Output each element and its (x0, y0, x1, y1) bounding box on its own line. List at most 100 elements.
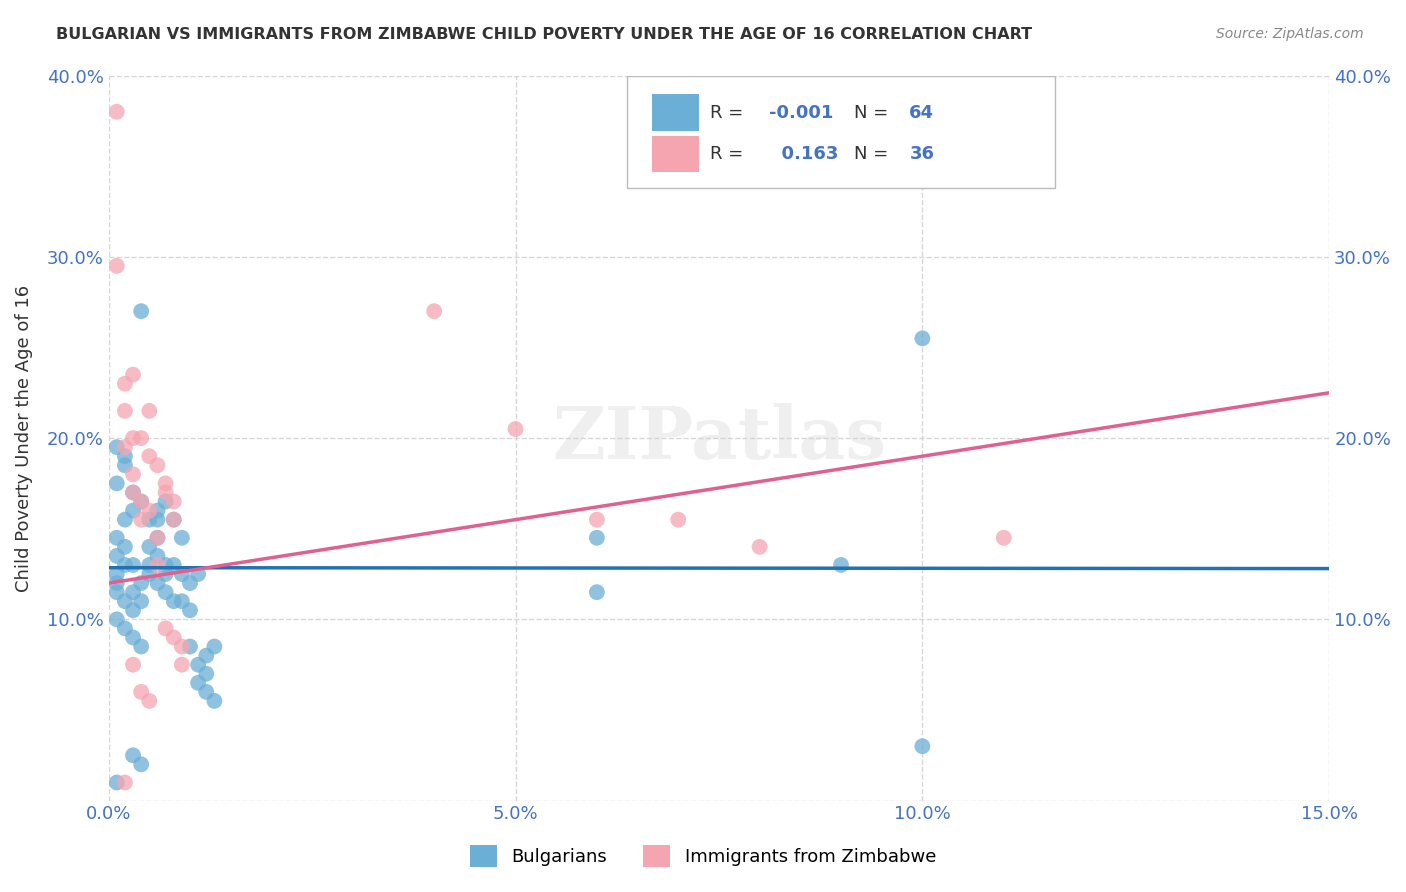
Text: 0.163: 0.163 (769, 145, 838, 163)
Point (163, 631, 186, 645)
Point (993, 531, 1015, 545)
Point (202, 640, 225, 654)
Point (195, 648, 218, 663)
Point (155, 476, 177, 491)
Text: BULGARIAN VS IMMIGRANTS FROM ZIMBABWE CHILD POVERTY UNDER THE AGE OF 16 CORRELAT: BULGARIAN VS IMMIGRANTS FROM ZIMBABWE CH… (56, 27, 1032, 42)
Point (122, 368, 145, 382)
Point (179, 576, 201, 591)
Point (105, 576, 128, 591)
Point (911, 331, 934, 345)
Point (163, 594, 186, 608)
Point (122, 603, 145, 617)
Point (122, 748, 145, 763)
Point (122, 503, 145, 517)
Point (129, 685, 152, 699)
Point (129, 640, 152, 654)
Text: 36: 36 (910, 145, 935, 163)
Point (129, 304, 152, 318)
Point (586, 531, 609, 545)
Point (122, 585, 145, 599)
Point (146, 458, 169, 473)
Point (163, 494, 186, 508)
Point (666, 513, 689, 527)
Text: R =: R = (710, 145, 749, 163)
Point (195, 666, 218, 681)
Point (122, 485, 145, 500)
Point (105, 775, 128, 789)
Point (423, 304, 446, 318)
Point (195, 685, 218, 699)
Point (830, 558, 852, 572)
Text: ZIPatlas: ZIPatlas (553, 402, 886, 474)
Point (105, 567, 128, 582)
Point (122, 431, 145, 445)
Text: Source: ZipAtlas.com: Source: ZipAtlas.com (1216, 27, 1364, 41)
Point (155, 585, 177, 599)
Point (170, 640, 193, 654)
Point (155, 567, 177, 582)
Point (187, 657, 209, 672)
Point (146, 576, 169, 591)
Point (146, 531, 169, 545)
Y-axis label: Child Poverty Under the Age of 16: Child Poverty Under the Age of 16 (15, 285, 32, 591)
Point (114, 775, 136, 789)
Point (138, 503, 160, 517)
Point (170, 567, 193, 582)
Point (146, 531, 169, 545)
Point (114, 376, 136, 391)
Point (146, 513, 169, 527)
Point (170, 594, 193, 608)
Point (163, 558, 186, 572)
Point (105, 440, 128, 454)
Legend: Bulgarians, Immigrants from Zimbabwe: Bulgarians, Immigrants from Zimbabwe (463, 838, 943, 874)
Point (748, 540, 770, 554)
Point (114, 558, 136, 572)
Point (146, 503, 169, 517)
Point (138, 513, 160, 527)
Point (138, 567, 160, 582)
Point (114, 449, 136, 463)
Point (129, 594, 152, 608)
Point (146, 558, 169, 572)
Point (155, 494, 177, 508)
Point (170, 657, 193, 672)
Text: N =: N = (855, 145, 894, 163)
Point (179, 603, 201, 617)
Point (114, 458, 136, 473)
Point (138, 449, 160, 463)
Point (170, 531, 193, 545)
Point (105, 531, 128, 545)
Point (187, 567, 209, 582)
Point (129, 494, 152, 508)
Point (122, 657, 145, 672)
Text: 64: 64 (910, 103, 935, 121)
Point (138, 558, 160, 572)
Point (129, 431, 152, 445)
Point (911, 739, 934, 754)
Point (138, 540, 160, 554)
Point (114, 621, 136, 635)
Point (105, 549, 128, 563)
Point (129, 513, 152, 527)
Text: N =: N = (855, 103, 894, 121)
Point (122, 467, 145, 482)
Point (155, 485, 177, 500)
Point (105, 612, 128, 626)
Point (114, 594, 136, 608)
Point (122, 558, 145, 572)
Point (105, 259, 128, 273)
Point (155, 621, 177, 635)
Point (105, 104, 128, 119)
Point (187, 675, 209, 690)
FancyBboxPatch shape (652, 136, 699, 172)
Point (114, 540, 136, 554)
Text: R =: R = (710, 103, 749, 121)
Point (114, 513, 136, 527)
FancyBboxPatch shape (627, 76, 1054, 188)
Point (105, 476, 128, 491)
Point (163, 513, 186, 527)
Point (586, 585, 609, 599)
Point (129, 494, 152, 508)
Point (155, 558, 177, 572)
Point (146, 549, 169, 563)
